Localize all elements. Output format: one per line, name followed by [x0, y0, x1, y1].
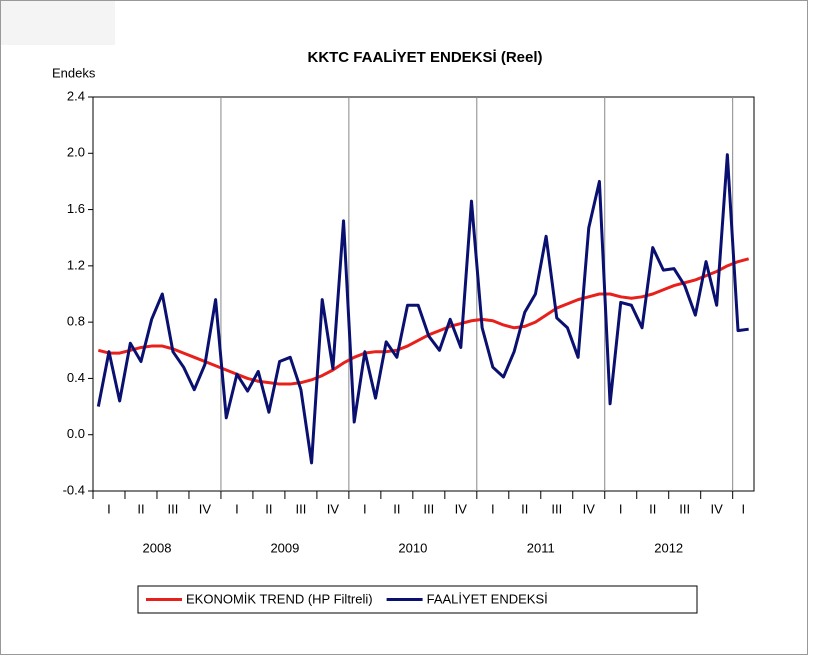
y-tick-label: 0.4 — [67, 370, 85, 385]
y-tick-label: 0.0 — [67, 426, 85, 441]
corner-box — [1, 1, 115, 45]
x-quarter-label: III — [679, 501, 690, 516]
x-quarter-label: IV — [455, 501, 468, 516]
x-quarter-label: III — [168, 501, 179, 516]
x-quarter-label: I — [363, 501, 367, 516]
y-tick-label: 2.4 — [67, 88, 85, 103]
x-quarter-label: II — [649, 501, 656, 516]
legend-label: FAALİYET ENDEKSİ — [427, 591, 548, 606]
y-axis-label: Endeks — [52, 65, 96, 80]
x-quarter-label: I — [619, 501, 623, 516]
y-tick-label: 1.2 — [67, 257, 85, 272]
y-tick-label: 1.6 — [67, 201, 85, 216]
x-quarter-label: III — [423, 501, 434, 516]
x-quarter-label: I — [107, 501, 111, 516]
x-quarter-label: III — [551, 501, 562, 516]
series-line — [96, 153, 749, 465]
x-year-label: 2008 — [143, 540, 172, 555]
x-year-label: 2010 — [398, 540, 427, 555]
plot-area — [92, 96, 755, 492]
x-quarter-label: II — [265, 501, 272, 516]
x-quarter-label: I — [235, 501, 239, 516]
x-quarter-label: III — [295, 501, 306, 516]
x-year-label: 2009 — [270, 540, 299, 555]
x-quarter-label: II — [393, 501, 400, 516]
x-quarter-label: II — [137, 501, 144, 516]
x-quarter-label: I — [491, 501, 495, 516]
y-tick-label: 2.0 — [67, 145, 85, 160]
x-quarter-label: IV — [199, 501, 212, 516]
x-quarter-label: IV — [583, 501, 596, 516]
x-quarter-label: IV — [327, 501, 340, 516]
x-year-label: 2011 — [527, 540, 555, 555]
x-year-label: 2012 — [654, 540, 683, 555]
x-quarter-label: I — [742, 501, 746, 516]
x-quarter-label: IV — [711, 501, 724, 516]
y-tick-label: 0.8 — [67, 314, 85, 329]
x-quarter-label: II — [521, 501, 528, 516]
chart-title: KKTC FAALİYET ENDEKSİ (Reel) — [307, 49, 542, 66]
y-tick-label: -0.4 — [63, 482, 85, 497]
legend-label: EKONOMİK TREND (HP Filtreli) — [186, 591, 373, 606]
